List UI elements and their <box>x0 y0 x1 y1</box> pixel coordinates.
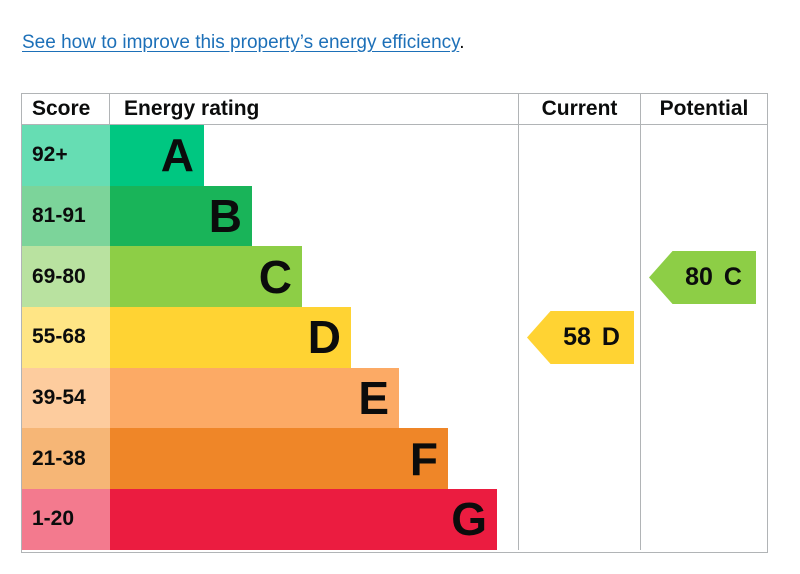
rating-bar-b: B <box>110 185 252 247</box>
current-rating-letter: D <box>601 323 620 351</box>
rating-letter-f: F <box>409 432 438 485</box>
score-range-g: 1-20 <box>22 489 110 550</box>
header-energy-rating: Energy rating <box>110 94 518 125</box>
rating-letter-a: A <box>160 129 194 182</box>
rating-cell-a: A <box>110 125 518 186</box>
rating-letter-b: B <box>208 190 242 243</box>
current-score-value: 58 <box>563 323 591 351</box>
rating-letter-c: C <box>258 250 292 303</box>
current-rating-arrow: 58 D <box>527 311 634 364</box>
score-range-a: 92+ <box>22 125 110 186</box>
header-score: Score <box>22 94 110 125</box>
header-current: Current <box>518 94 640 125</box>
potential-rating-letter: C <box>723 263 742 291</box>
rating-letter-d: D <box>307 311 341 364</box>
rating-bar-a: A <box>110 125 204 186</box>
rating-cell-g: G <box>110 489 518 550</box>
potential-column: 80 C <box>640 125 767 550</box>
rating-cell-d: D <box>110 307 518 368</box>
epc-rating-table: Score Energy rating Current Potential 92… <box>21 93 768 553</box>
score-range-d: 55-68 <box>22 307 110 368</box>
rating-bar-f: F <box>110 428 448 490</box>
rating-bar-e: E <box>110 367 399 429</box>
score-range-b: 81-91 <box>22 185 110 247</box>
rating-letter-g: G <box>451 493 487 546</box>
improve-efficiency-link[interactable]: See how to improve this property’s energ… <box>22 32 460 53</box>
rating-cell-c: C <box>110 246 518 308</box>
rating-bar-d: D <box>110 307 351 368</box>
potential-rating-arrow: 80 C <box>649 251 756 304</box>
current-column: 58 D <box>518 125 640 550</box>
rating-cell-b: B <box>110 185 518 247</box>
sentence-period: . <box>459 32 465 53</box>
rating-cell-f: F <box>110 428 518 490</box>
potential-score-value: 80 <box>685 263 713 291</box>
rating-letter-e: E <box>358 372 389 425</box>
rating-cell-e: E <box>110 367 518 429</box>
score-range-c: 69-80 <box>22 246 110 308</box>
score-range-e: 39-54 <box>22 367 110 429</box>
rating-bar-g: G <box>110 489 497 550</box>
header-potential: Potential <box>640 94 767 125</box>
improve-efficiency-sentence: See how to improve this property’s energ… <box>22 30 465 56</box>
rating-bar-c: C <box>110 246 302 308</box>
score-range-f: 21-38 <box>22 428 110 490</box>
